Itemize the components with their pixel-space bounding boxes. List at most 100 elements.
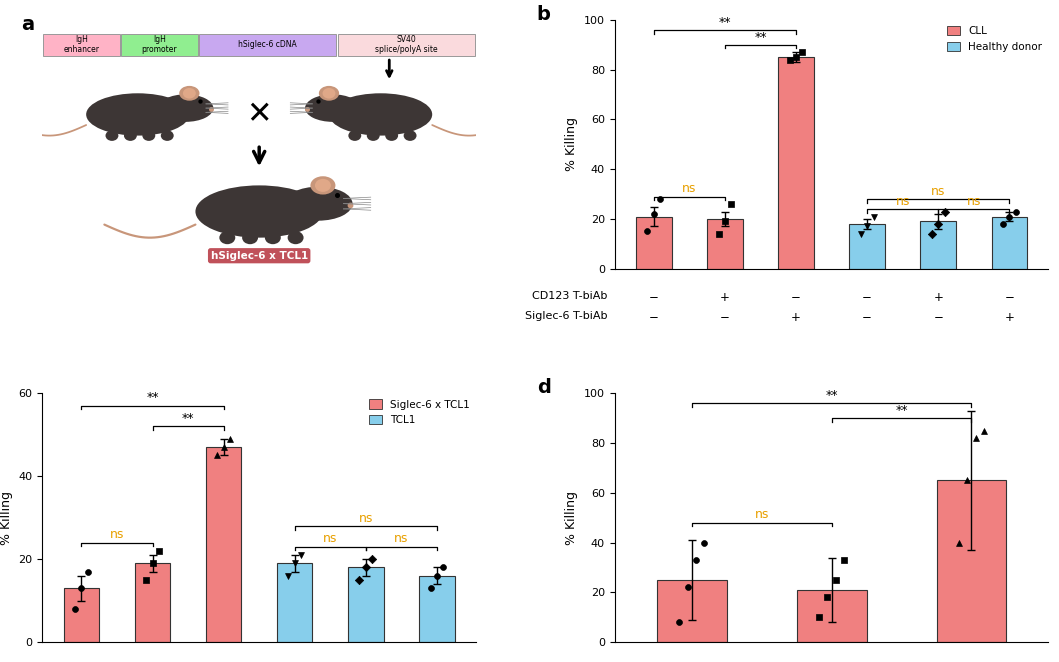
Point (215, 442, 232, 452)
Point (810, 612, 827, 622)
Text: ns: ns (110, 528, 124, 542)
Point (696, 538, 713, 548)
Point (717, 216, 734, 227)
Bar (419, 576, 454, 642)
Text: Siglec-6 T-biAb: Siglec-6 T-biAb (525, 311, 608, 321)
Ellipse shape (124, 130, 137, 141)
Point (975, 425, 992, 436)
Bar (348, 567, 383, 642)
Text: −: − (862, 311, 872, 324)
Point (435, 562, 452, 573)
Point (351, 575, 367, 585)
Bar (920, 222, 956, 269)
Ellipse shape (366, 130, 380, 141)
Point (930, 218, 947, 229)
Text: SV40
splice/polyA site: SV40 splice/polyA site (375, 35, 438, 54)
Text: ns: ns (896, 195, 910, 208)
Bar (657, 580, 726, 642)
Text: **: ** (825, 389, 838, 402)
Ellipse shape (106, 130, 119, 141)
Text: **: ** (719, 16, 731, 28)
Text: ns: ns (323, 532, 338, 545)
FancyBboxPatch shape (338, 34, 475, 56)
Text: ns: ns (931, 185, 946, 198)
Y-axis label: % Killing: % Killing (566, 491, 578, 545)
Point (958, 475, 975, 486)
Ellipse shape (348, 130, 361, 141)
Point (827, 575, 844, 585)
Bar (796, 590, 866, 642)
Text: −: − (649, 291, 659, 304)
Text: **: ** (146, 391, 159, 404)
Point (645, 209, 662, 219)
Point (994, 218, 1011, 229)
Text: ✕: ✕ (247, 100, 272, 129)
Text: hSiglec-6 x TCL1: hSiglec-6 x TCL1 (211, 251, 308, 261)
Point (836, 555, 852, 565)
Text: +: + (720, 291, 730, 304)
Ellipse shape (288, 231, 304, 244)
Point (967, 433, 984, 444)
Ellipse shape (183, 88, 196, 99)
Ellipse shape (158, 95, 213, 122)
Point (639, 226, 656, 237)
Legend: Siglec-6 x TCL1, TCL1: Siglec-6 x TCL1, TCL1 (365, 395, 474, 430)
Bar (707, 219, 742, 269)
Text: −: − (1004, 291, 1015, 304)
FancyBboxPatch shape (199, 34, 337, 56)
Point (670, 617, 687, 628)
Text: −: − (649, 311, 659, 324)
Ellipse shape (305, 95, 360, 122)
Point (679, 582, 696, 592)
Bar (134, 563, 170, 642)
Point (138, 575, 155, 585)
Text: −: − (720, 311, 730, 324)
Ellipse shape (179, 86, 199, 101)
Ellipse shape (243, 231, 258, 244)
Text: CD123 T-biAb: CD123 T-biAb (533, 291, 608, 301)
Point (852, 228, 869, 239)
Point (423, 583, 439, 594)
Text: −: − (791, 291, 801, 304)
Y-axis label: % Killing: % Killing (0, 491, 13, 545)
Point (936, 207, 953, 217)
Point (209, 450, 226, 461)
Bar (936, 481, 1006, 642)
FancyBboxPatch shape (43, 34, 120, 56)
Point (150, 545, 167, 556)
Point (280, 571, 297, 581)
Ellipse shape (219, 231, 235, 244)
Point (651, 194, 668, 205)
Text: hSiglec-6 cDNA: hSiglec-6 cDNA (238, 40, 298, 49)
Text: b: b (537, 5, 551, 24)
Text: IgH
enhancer: IgH enhancer (64, 35, 100, 54)
Ellipse shape (329, 93, 432, 136)
Text: a: a (21, 15, 34, 34)
Text: hSiglec-6: hSiglec-6 (352, 146, 410, 156)
Text: −: − (933, 311, 944, 324)
Point (788, 52, 805, 62)
Text: d: d (537, 378, 551, 397)
Point (723, 199, 740, 209)
Point (687, 555, 704, 565)
Point (357, 562, 374, 573)
Text: +: + (791, 311, 801, 324)
Text: −: − (862, 291, 872, 304)
Point (292, 549, 309, 560)
Ellipse shape (161, 130, 174, 141)
Bar (277, 563, 312, 642)
Ellipse shape (86, 93, 190, 136)
Bar (636, 216, 671, 269)
Text: **: ** (182, 412, 195, 425)
Point (859, 221, 876, 232)
Point (286, 558, 303, 569)
Ellipse shape (403, 130, 416, 141)
Ellipse shape (385, 130, 398, 141)
Ellipse shape (319, 86, 339, 101)
Text: ns: ns (682, 182, 697, 195)
Ellipse shape (310, 176, 336, 195)
Point (794, 47, 811, 58)
Text: **: ** (754, 30, 767, 44)
Legend: CLL, Healthy donor: CLL, Healthy donor (944, 22, 1046, 56)
Ellipse shape (284, 187, 353, 220)
